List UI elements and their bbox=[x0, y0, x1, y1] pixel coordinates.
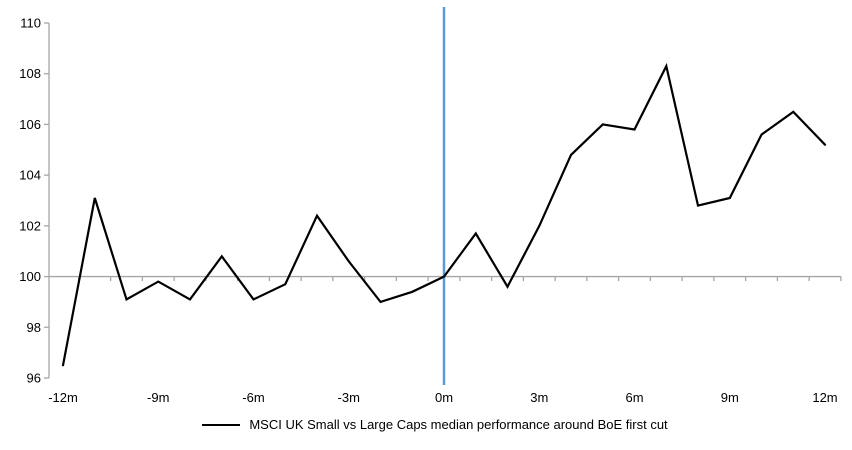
x-axis-tick-label: 9m bbox=[721, 390, 739, 405]
y-axis-tick-label: 102 bbox=[19, 218, 41, 233]
y-axis-tick-label: 96 bbox=[27, 371, 41, 386]
x-axis-tick-label: 12m bbox=[812, 390, 837, 405]
legend: MSCI UK Small vs Large Caps median perfo… bbox=[9, 417, 852, 432]
x-axis-tick-label: 6m bbox=[625, 390, 643, 405]
x-axis-tick-label: -9m bbox=[147, 390, 169, 405]
x-axis-tick-label: 3m bbox=[530, 390, 548, 405]
y-axis-tick-label: 108 bbox=[19, 66, 41, 81]
x-axis-tick-label: -3m bbox=[338, 390, 360, 405]
legend-label: MSCI UK Small vs Large Caps median perfo… bbox=[249, 417, 668, 432]
x-axis-tick-label: -12m bbox=[48, 390, 78, 405]
x-axis-tick-label: -6m bbox=[242, 390, 264, 405]
legend-line-sample bbox=[202, 423, 241, 426]
y-axis-tick-label: 106 bbox=[19, 117, 41, 132]
x-axis-tick-label: 0m bbox=[435, 390, 453, 405]
y-axis-tick-label: 110 bbox=[20, 16, 41, 31]
y-axis-tick-label: 100 bbox=[19, 269, 41, 284]
series-line bbox=[61, 62, 827, 367]
y-axis-tick-label: 98 bbox=[27, 320, 41, 335]
y-axis-tick-label: 104 bbox=[19, 168, 41, 183]
